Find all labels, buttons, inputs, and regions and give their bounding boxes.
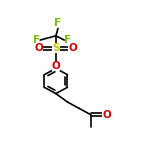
Text: O: O <box>102 110 111 120</box>
Text: F: F <box>54 18 61 28</box>
Text: S: S <box>52 44 60 53</box>
Text: F: F <box>64 35 71 45</box>
Text: O: O <box>69 44 77 53</box>
Text: O: O <box>51 61 60 71</box>
Text: O: O <box>34 44 43 53</box>
Text: F: F <box>33 35 40 45</box>
